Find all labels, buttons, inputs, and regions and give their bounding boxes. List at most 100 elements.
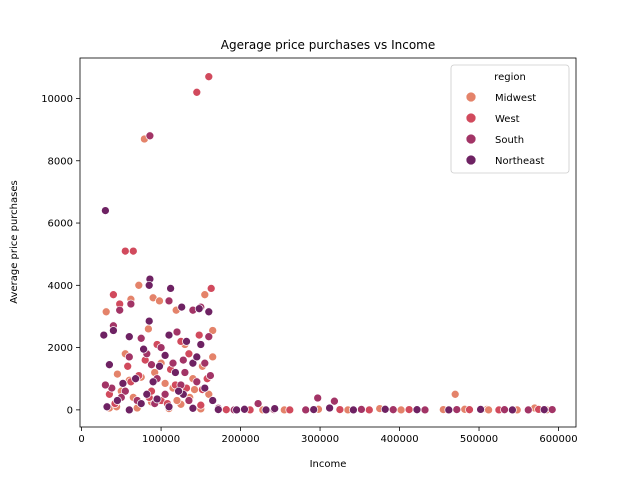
data-point xyxy=(357,405,366,414)
data-point xyxy=(261,405,271,415)
data-point xyxy=(188,358,198,368)
data-point xyxy=(206,284,216,293)
chart-title: Agerage price purchases vs Income xyxy=(221,38,435,52)
data-point xyxy=(152,394,162,404)
data-point xyxy=(232,405,241,415)
legend-marker xyxy=(465,133,477,145)
data-point xyxy=(113,396,122,405)
legend-label: South xyxy=(495,135,524,146)
data-point xyxy=(136,333,146,343)
data-point xyxy=(105,360,114,370)
data-point xyxy=(476,405,485,414)
data-point xyxy=(204,72,214,82)
data-point xyxy=(452,405,462,414)
data-point xyxy=(213,405,223,414)
data-point xyxy=(131,374,140,384)
data-point xyxy=(109,290,118,300)
data-point xyxy=(174,386,183,396)
legend-label: Midwest xyxy=(495,93,536,104)
data-point xyxy=(160,379,170,388)
data-point xyxy=(539,405,549,415)
data-point xyxy=(124,352,134,362)
data-point xyxy=(142,389,152,399)
data-point xyxy=(204,389,214,399)
data-point xyxy=(139,344,148,354)
data-point xyxy=(128,246,138,256)
data-point xyxy=(208,396,218,405)
data-point xyxy=(253,399,263,408)
data-point xyxy=(160,389,170,399)
data-point xyxy=(547,405,557,414)
data-point xyxy=(99,330,109,340)
data-point xyxy=(380,404,390,414)
data-point xyxy=(177,302,187,312)
data-point xyxy=(420,405,430,415)
data-point xyxy=(164,296,174,306)
data-point xyxy=(102,402,112,412)
data-point xyxy=(168,358,178,368)
legend-title: region xyxy=(494,72,526,83)
data-point xyxy=(204,332,214,342)
data-point xyxy=(101,206,110,215)
points-layer xyxy=(99,72,557,415)
y-axis-label: Average price purchases xyxy=(9,180,20,303)
data-point xyxy=(396,405,406,415)
data-point xyxy=(192,377,202,387)
plot-frame xyxy=(79,57,577,428)
data-point xyxy=(101,380,110,390)
data-point xyxy=(113,369,122,379)
data-point xyxy=(164,402,174,412)
data-point xyxy=(240,404,249,414)
x-tick-label: 300000 xyxy=(301,434,339,445)
data-point xyxy=(115,305,125,315)
data-point xyxy=(349,405,358,415)
data-point xyxy=(120,386,130,396)
legend-marker xyxy=(465,154,477,166)
data-point xyxy=(194,330,204,340)
data-point xyxy=(450,389,460,399)
x-tick-label: 200000 xyxy=(221,434,259,445)
y-tick-label: 10000 xyxy=(41,94,73,105)
x-tick-label: 100000 xyxy=(142,434,180,445)
data-point xyxy=(184,396,194,405)
data-point xyxy=(147,360,156,370)
data-point xyxy=(134,280,144,290)
y-tick-label: 4000 xyxy=(48,281,73,292)
data-point xyxy=(404,405,414,414)
data-point xyxy=(325,403,334,413)
legend-marker xyxy=(465,112,477,124)
data-point xyxy=(144,280,154,290)
data-point xyxy=(101,307,111,317)
data-point xyxy=(124,332,134,342)
x-tick-label: 600000 xyxy=(539,434,577,445)
legend-entries: Midwest West South Northeast xyxy=(465,91,544,167)
data-point xyxy=(204,307,214,317)
data-point xyxy=(330,396,339,406)
x-tick-label: 0 xyxy=(78,434,84,445)
data-point xyxy=(172,396,182,405)
y-axis-ticks: 0 2000 4000 6000 8000 10000 xyxy=(41,94,80,416)
data-point xyxy=(508,405,517,415)
data-point xyxy=(126,299,136,309)
data-point xyxy=(196,340,206,349)
data-point xyxy=(171,368,180,377)
legend-marker xyxy=(465,91,477,103)
data-point xyxy=(364,405,374,415)
data-point xyxy=(221,405,231,415)
data-point xyxy=(523,405,533,415)
data-point xyxy=(120,246,130,256)
data-point xyxy=(465,405,474,415)
legend-label: West xyxy=(495,114,520,125)
data-point xyxy=(200,358,210,368)
x-tick-label: 500000 xyxy=(460,434,498,445)
data-point xyxy=(194,304,204,314)
data-point xyxy=(144,324,153,334)
data-point xyxy=(188,403,198,413)
data-point xyxy=(208,326,218,335)
data-point xyxy=(148,377,158,387)
y-tick-label: 2000 xyxy=(48,343,73,354)
data-point xyxy=(196,400,206,410)
data-point xyxy=(180,368,190,377)
y-tick-label: 0 xyxy=(67,405,73,416)
data-point xyxy=(484,405,493,415)
